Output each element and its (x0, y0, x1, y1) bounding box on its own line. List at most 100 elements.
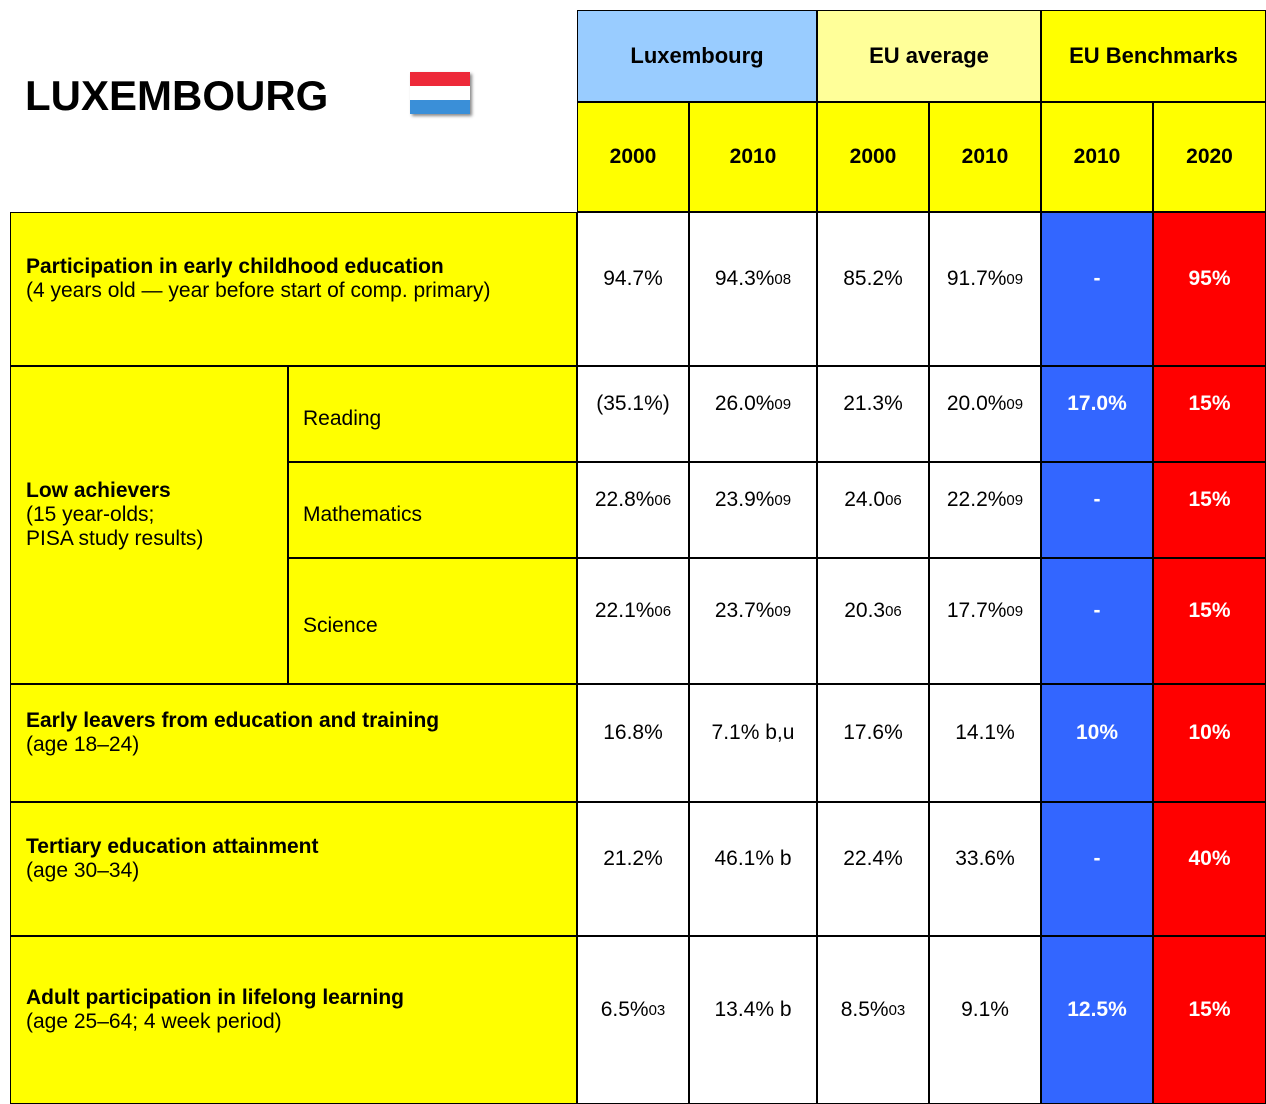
cell-value: 94.3% (714, 267, 775, 290)
cell-value: 20.0% (946, 392, 1007, 415)
cell-value: 46.1% b (714, 847, 792, 870)
cell-value: 91.7% (946, 267, 1007, 290)
cell-value: (35.1%) (596, 392, 670, 415)
cell-value: - (1093, 267, 1101, 290)
cell-value: 22.8% (594, 488, 655, 511)
flag (410, 72, 470, 114)
data-cell: 22.4% (817, 802, 929, 936)
cell-value: 95% (1188, 267, 1231, 290)
cell-value: 21.3% (843, 392, 903, 415)
cell-value: - (1093, 847, 1101, 870)
sub-label: Science (288, 558, 577, 684)
group-header: EU Benchmarks (1041, 10, 1266, 102)
row-note: (age 25–64; 4 week period) (26, 1010, 282, 1033)
data-cell: 12.5% (1041, 936, 1153, 1104)
data-cell: - (1041, 212, 1153, 366)
cell-superscript: 09 (774, 602, 792, 620)
cell-value: 22.4% (843, 847, 903, 870)
cell-value: 17.6% (843, 721, 903, 744)
data-cell: 14.1% (929, 684, 1041, 802)
cell-superscript: 09 (774, 395, 792, 413)
data-cell: 10% (1153, 684, 1266, 802)
group-label: EU Benchmarks (1069, 43, 1238, 68)
row-title: Low achievers (26, 479, 171, 502)
data-cell: (35.1%) (577, 366, 689, 462)
data-cell: 24.0 06 (817, 462, 929, 558)
data-cell: 10% (1041, 684, 1153, 802)
sub-label-text: Mathematics (303, 503, 423, 526)
sub-label-text: Reading (303, 407, 382, 430)
cell-value: 23.7% (714, 599, 775, 622)
year-header: 2000 (817, 102, 929, 212)
year-label: 2000 (609, 145, 657, 168)
group-header: EU average (817, 10, 1041, 102)
row-note: (4 years old — year before start of comp… (26, 279, 491, 302)
cell-value: 24.0 (844, 488, 886, 511)
cell-value: 33.6% (955, 847, 1015, 870)
data-cell: 17.6% (817, 684, 929, 802)
row-title: Early leavers from education and trainin… (26, 709, 440, 732)
data-cell: 20.3 06 (817, 558, 929, 684)
cell-value: 94.7% (603, 267, 663, 290)
data-cell: 22.8% 06 (577, 462, 689, 558)
year-label: 2000 (849, 145, 897, 168)
data-cell: 94.7% (577, 212, 689, 366)
data-cell: 15% (1153, 366, 1266, 462)
data-cell: 17.0% (1041, 366, 1153, 462)
cell-value: 40% (1188, 847, 1231, 870)
cell-superscript: 06 (885, 602, 902, 620)
row-label: Participation in early childhood educati… (10, 212, 577, 366)
cell-value: 8.5% (840, 998, 889, 1021)
year-label: 2010 (729, 145, 777, 168)
cell-value: 16.8% (603, 721, 663, 744)
cell-value: 7.1% b,u (711, 721, 795, 744)
row-title: Adult participation in lifelong learning (26, 986, 404, 1009)
year-label: 2010 (961, 145, 1009, 168)
row-note: (age 18–24) (26, 733, 140, 756)
data-cell: - (1041, 462, 1153, 558)
year-label: 2020 (1186, 145, 1233, 168)
year-header: 2010 (929, 102, 1041, 212)
row-note: (age 30–34) (26, 859, 140, 882)
data-cell: 33.6% (929, 802, 1041, 936)
data-cell: 15% (1153, 462, 1266, 558)
cell-value: 17.0% (1067, 392, 1127, 415)
year-header: 2000 (577, 102, 689, 212)
data-cell: 40% (1153, 802, 1266, 936)
row-title: Participation in early childhood educati… (26, 255, 444, 278)
cell-value: 10% (1075, 721, 1119, 744)
data-cell: 15% (1153, 936, 1266, 1104)
sub-label-text: Science (303, 614, 378, 637)
cell-value: 15% (1188, 998, 1231, 1021)
group-header: Luxembourg (577, 10, 817, 102)
cell-value: 23.9% (714, 488, 775, 511)
data-cell: 91.7% 09 (929, 212, 1041, 366)
row-note: PISA study results) (26, 527, 204, 550)
cell-value: 6.5% (600, 998, 649, 1021)
cell-value: 85.2% (843, 267, 903, 290)
cell-value: 15% (1188, 488, 1231, 511)
data-cell: 46.1% b (689, 802, 817, 936)
data-cell: 23.7% 09 (689, 558, 817, 684)
row-label: Low achievers (15 year-olds; PISA study re… (10, 366, 288, 684)
data-cell: 6.5% 03 (577, 936, 689, 1104)
data-cell: 22.2% 09 (929, 462, 1041, 558)
data-cell: 8.5% 03 (817, 936, 929, 1104)
cell-superscript: 09 (1006, 602, 1024, 620)
cell-value: 22.1% (594, 599, 655, 622)
data-cell: 16.8% (577, 684, 689, 802)
cell-value: 14.1% (955, 721, 1015, 744)
cell-value: 9.1% (961, 998, 1009, 1021)
data-cell: - (1041, 558, 1153, 684)
group-label: Luxembourg (630, 43, 764, 68)
sub-label: Reading (288, 366, 577, 462)
cell-value: 10% (1188, 721, 1231, 744)
cell-value: 26.0% (714, 392, 775, 415)
data-cell: 9.1% (929, 936, 1041, 1104)
cell-value: 15% (1188, 599, 1231, 622)
cell-value: 17.7% (946, 599, 1007, 622)
cell-value: 22.2% (946, 488, 1007, 511)
data-cell: 17.7% 09 (929, 558, 1041, 684)
data-cell: 21.3% (817, 366, 929, 462)
